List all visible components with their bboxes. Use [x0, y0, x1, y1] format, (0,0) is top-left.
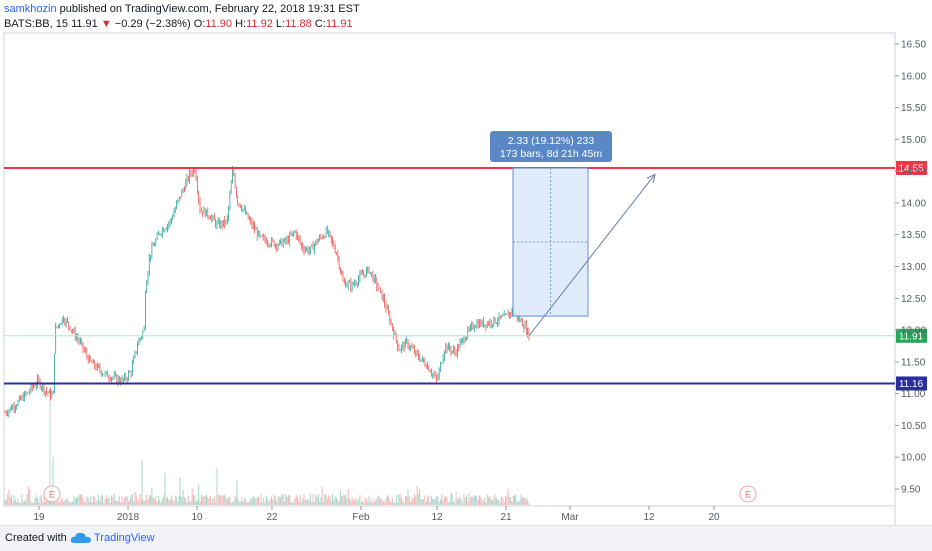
price-tick-label: 11.50	[901, 357, 926, 368]
price-tick-label: 16.00	[901, 71, 926, 82]
plot-border	[3, 32, 896, 507]
price-axis[interactable]: 9.50 10.00 10.50 11.00 11.50 12.00 12.50 13.00 1…	[895, 40, 926, 496]
time-tick-label: 12	[643, 512, 655, 523]
price-tick-label: 13.00	[901, 262, 926, 273]
time-tick-label: 19	[33, 512, 45, 523]
down-arrow-icon: ▼	[100, 18, 112, 30]
price-tick-label: 12.50	[901, 294, 926, 305]
time-tick-label: 22	[266, 512, 278, 523]
price-tick-label: 12.00	[901, 326, 926, 337]
time-tick-label: 2018	[117, 512, 140, 523]
price-tick-label: 14.50	[901, 167, 926, 178]
time-axis[interactable]: 19 2018 10 22 Feb 12 21 Mar 12 20	[33, 506, 720, 523]
resistance-price-label: 14.55	[898, 163, 923, 174]
close-value: 11.91	[325, 18, 353, 30]
time-tick-label: 12	[431, 512, 443, 523]
price-tick-label: 16.50	[901, 40, 926, 51]
publish-line: samkhozin published on TradingView.com, …	[4, 2, 924, 17]
last-price-tag	[896, 328, 927, 343]
horizontal-lines: 14.55 11.16 11.91	[4, 160, 927, 391]
volume-bars	[4, 388, 530, 505]
last-price-label: 11.91	[899, 331, 924, 342]
measure-tooltip-line2: 173 bars, 8d 21h 45m	[500, 148, 602, 160]
price-tick-label: 9.50	[901, 485, 921, 496]
low-label: L:	[275, 18, 286, 30]
high-label: H:	[235, 18, 247, 30]
resistance-price-tag	[896, 160, 927, 175]
earnings-marker	[739, 485, 757, 503]
support-price-label: 11.16	[899, 379, 924, 390]
support-price-tag	[896, 376, 927, 391]
author-link[interactable]: samkhozin	[4, 3, 57, 15]
open-value: 11.90	[205, 18, 233, 30]
chart-header: samkhozin published on TradingView.com, …	[4, 2, 924, 32]
time-tick-label: 21	[500, 512, 512, 523]
earnings-marker	[43, 485, 61, 503]
time-tick-label: 20	[708, 512, 720, 523]
earnings-marker-label: E	[49, 490, 55, 500]
created-with-text: Created with	[5, 532, 67, 544]
price-tick-label: 11.00	[901, 389, 926, 400]
price-tick-label: 14.00	[901, 198, 926, 209]
last-price-text: 11.91	[71, 18, 98, 30]
tradingview-cloud-icon[interactable]	[70, 531, 92, 545]
price-series	[4, 165, 530, 418]
ohlc-line: BATS:BB, 15 11.91 ▼ −0.29 (−2.38%) O:11.…	[4, 17, 924, 32]
price-tick-label: 10.00	[901, 453, 926, 464]
time-tick-label: Mar	[561, 512, 579, 523]
projection-arrow-line	[528, 174, 656, 337]
time-tick-label: Feb	[352, 512, 370, 523]
price-tick-label: 15.00	[901, 135, 926, 146]
tradingview-brand[interactable]: TradingView	[94, 532, 155, 544]
time-tick-label: 10	[191, 512, 203, 523]
footer-bar: Created with TradingView	[0, 525, 932, 551]
symbol-label[interactable]: BATS:BB, 15	[4, 18, 68, 30]
open-label: O:	[193, 18, 206, 30]
low-value: 11.88	[285, 18, 312, 30]
measure-tooltip-box	[490, 131, 612, 162]
high-value: 11.92	[246, 18, 273, 30]
measure-tooltip-line1: 2.33 (19.12%) 233	[508, 135, 595, 147]
earnings-marker-label: E	[745, 490, 751, 500]
price-tick-label: 10.50	[901, 421, 926, 432]
published-text: published on TradingView.com, February 2…	[59, 3, 360, 15]
change-text: −0.29 (−2.38%)	[114, 18, 191, 30]
projection-arrow-head	[646, 173, 656, 184]
price-tick-label: 13.50	[901, 230, 926, 241]
close-label: C:	[314, 18, 326, 30]
price-tick-label: 15.50	[901, 103, 926, 114]
